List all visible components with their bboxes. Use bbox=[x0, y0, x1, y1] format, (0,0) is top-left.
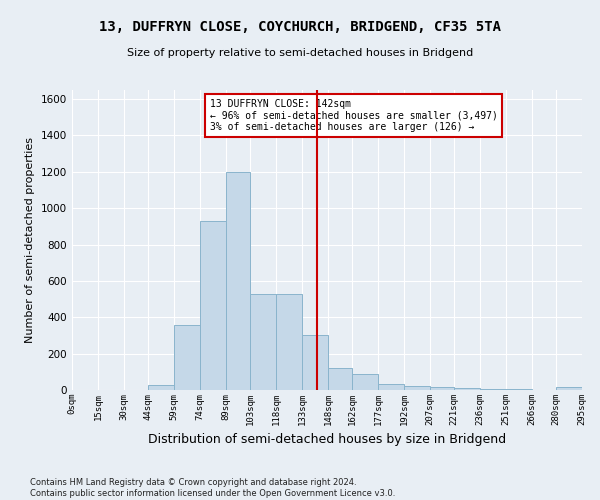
Bar bbox=[250, 294, 276, 390]
Bar bbox=[404, 386, 430, 390]
Bar bbox=[352, 374, 378, 390]
Bar bbox=[148, 386, 174, 390]
X-axis label: Distribution of semi-detached houses by size in Bridgend: Distribution of semi-detached houses by … bbox=[148, 434, 506, 446]
Bar bbox=[480, 389, 506, 390]
Bar bbox=[200, 221, 226, 390]
Bar bbox=[556, 388, 582, 390]
Text: Contains HM Land Registry data © Crown copyright and database right 2024.
Contai: Contains HM Land Registry data © Crown c… bbox=[30, 478, 395, 498]
Bar bbox=[378, 384, 404, 390]
Bar bbox=[174, 324, 200, 390]
Bar bbox=[276, 294, 302, 390]
Text: 13 DUFFRYN CLOSE: 142sqm
← 96% of semi-detached houses are smaller (3,497)
3% of: 13 DUFFRYN CLOSE: 142sqm ← 96% of semi-d… bbox=[210, 99, 497, 132]
Y-axis label: Number of semi-detached properties: Number of semi-detached properties bbox=[25, 137, 35, 343]
Bar bbox=[302, 334, 328, 390]
Text: Size of property relative to semi-detached houses in Bridgend: Size of property relative to semi-detach… bbox=[127, 48, 473, 58]
Text: 13, DUFFRYN CLOSE, COYCHURCH, BRIDGEND, CF35 5TA: 13, DUFFRYN CLOSE, COYCHURCH, BRIDGEND, … bbox=[99, 20, 501, 34]
Bar bbox=[454, 388, 480, 390]
Bar bbox=[226, 172, 250, 390]
Bar bbox=[430, 388, 454, 390]
Bar bbox=[328, 368, 352, 390]
